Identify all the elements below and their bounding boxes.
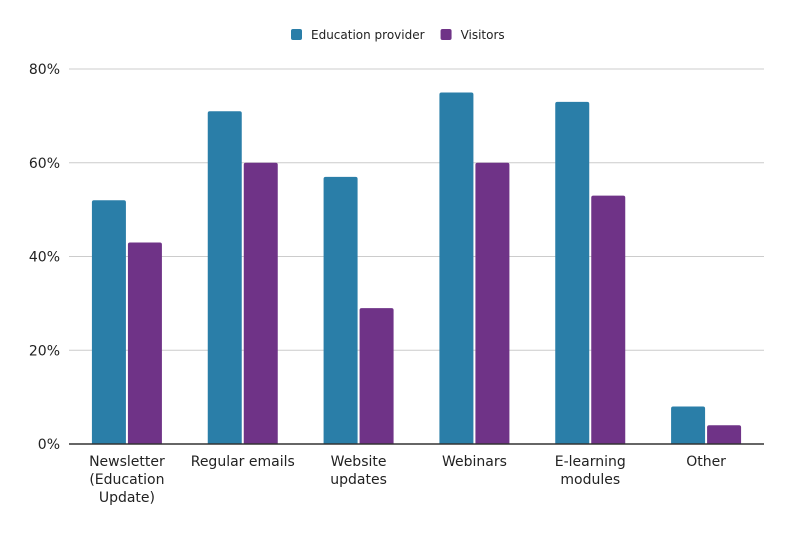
bar-group bbox=[207, 111, 278, 444]
bars bbox=[91, 92, 742, 445]
gridlines bbox=[69, 68, 764, 351]
bar-group bbox=[323, 176, 394, 444]
bar-group bbox=[555, 101, 626, 444]
x-tick-label: Webinars bbox=[442, 454, 507, 470]
bar-education-provider[interactable] bbox=[207, 111, 242, 444]
legend-swatch bbox=[440, 29, 452, 40]
x-tick-label: Other bbox=[686, 454, 726, 470]
x-tick-label: Newsletter (Education Update) bbox=[89, 454, 165, 506]
bar-education-provider[interactable] bbox=[555, 101, 590, 444]
x-tick-label: E-learning modules bbox=[555, 454, 626, 488]
y-axis: 0% 20% 40% 60% 80% bbox=[29, 62, 60, 453]
bar-education-provider[interactable] bbox=[439, 92, 474, 444]
bar-group bbox=[671, 406, 742, 445]
x-tick-label: Website updates bbox=[330, 454, 387, 488]
legend-swatch bbox=[291, 29, 302, 40]
y-tick-label: 40% bbox=[29, 250, 60, 266]
bar-group bbox=[439, 92, 510, 444]
bar-visitors[interactable] bbox=[475, 162, 510, 444]
bar-education-provider[interactable] bbox=[91, 200, 126, 444]
x-tick-label: Regular emails bbox=[191, 454, 295, 470]
legend-item-visitors[interactable]: Visitors bbox=[440, 28, 505, 42]
y-tick-label: 80% bbox=[29, 62, 60, 78]
bar-visitors[interactable] bbox=[591, 195, 626, 444]
bar-visitors[interactable] bbox=[243, 162, 278, 444]
bar-visitors[interactable] bbox=[707, 425, 742, 444]
bar-visitors[interactable] bbox=[359, 308, 394, 444]
legend-label: Education provider bbox=[311, 28, 425, 42]
legend-item-education-provider[interactable]: Education provider bbox=[291, 28, 425, 42]
y-tick-label: 20% bbox=[29, 343, 60, 359]
bar-education-provider[interactable] bbox=[671, 406, 706, 445]
legend: Education provider Visitors bbox=[291, 28, 505, 42]
bar-visitors[interactable] bbox=[127, 242, 162, 444]
bar-education-provider[interactable] bbox=[323, 176, 358, 444]
x-axis: Newsletter (Education Update) Regular email… bbox=[69, 443, 764, 506]
y-tick-label: 0% bbox=[38, 437, 60, 453]
legend-label: Visitors bbox=[461, 28, 505, 42]
y-tick-label: 60% bbox=[29, 156, 60, 172]
bar-group bbox=[91, 200, 162, 444]
